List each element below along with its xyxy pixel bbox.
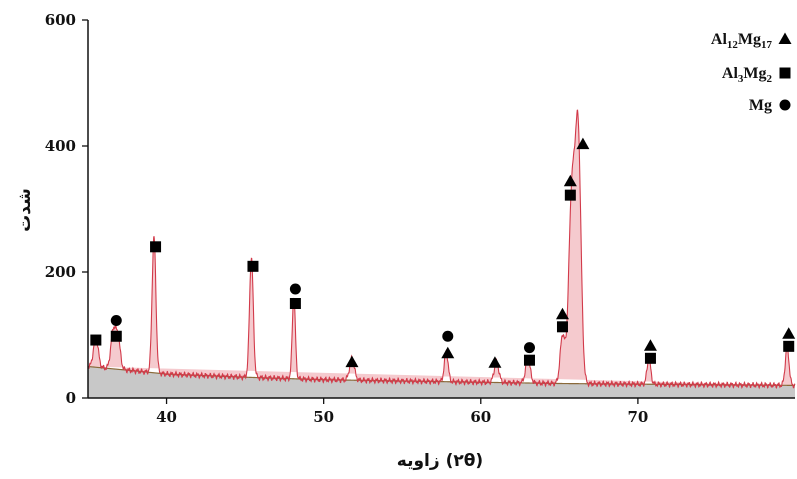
square-marker <box>564 189 576 201</box>
y-tick-label: 200 <box>45 263 76 281</box>
x-tick-label: 50 <box>313 408 334 426</box>
square-marker <box>523 354 535 366</box>
circle-marker <box>289 283 301 295</box>
legend-label: Mg <box>749 97 772 114</box>
square-marker <box>644 352 656 364</box>
triangle-marker <box>555 307 569 320</box>
circle-marker <box>110 315 122 327</box>
legend-circle-icon <box>779 99 791 111</box>
plot-area <box>87 109 796 398</box>
triangle-marker <box>345 355 359 368</box>
x-tick-label: 70 <box>627 408 648 426</box>
square-marker <box>289 298 301 309</box>
triangle-marker <box>441 346 455 359</box>
square-marker <box>247 260 259 272</box>
triangle-marker <box>643 339 657 351</box>
legend: Al12Mg17 Al3Mg2 Mg <box>711 31 792 114</box>
ticks: 40 50 60 70 0 200 400 600 <box>45 11 649 426</box>
pattern-fill <box>88 110 795 388</box>
axes <box>87 20 795 399</box>
x-axis-title: زاویه (۲θ) <box>397 451 483 471</box>
circle-marker <box>442 330 454 342</box>
x-tick-label: 40 <box>156 408 177 426</box>
y-tick-label: 0 <box>66 389 76 407</box>
circle-marker <box>523 342 535 354</box>
legend-label: Al12Mg17 <box>711 31 773 51</box>
square-marker <box>783 340 795 352</box>
square-marker <box>90 334 102 346</box>
xrd-pattern-line <box>87 109 796 390</box>
phase-markers <box>90 137 796 368</box>
square-marker <box>110 330 122 342</box>
triangle-marker <box>576 137 590 150</box>
triangle-marker <box>782 327 796 339</box>
y-tick-label: 400 <box>45 137 76 155</box>
y-axis-title: شدت <box>15 188 35 232</box>
legend-square-icon <box>779 67 791 79</box>
legend-triangle-icon <box>778 32 792 44</box>
legend-label: Al3Mg2 <box>722 65 773 85</box>
square-marker <box>556 321 568 333</box>
x-tick-label: 60 <box>470 408 491 426</box>
triangle-marker <box>488 356 502 368</box>
square-marker <box>150 241 162 253</box>
background-fill <box>88 366 795 398</box>
y-tick-label: 600 <box>45 11 76 29</box>
triangle-marker <box>563 174 577 187</box>
